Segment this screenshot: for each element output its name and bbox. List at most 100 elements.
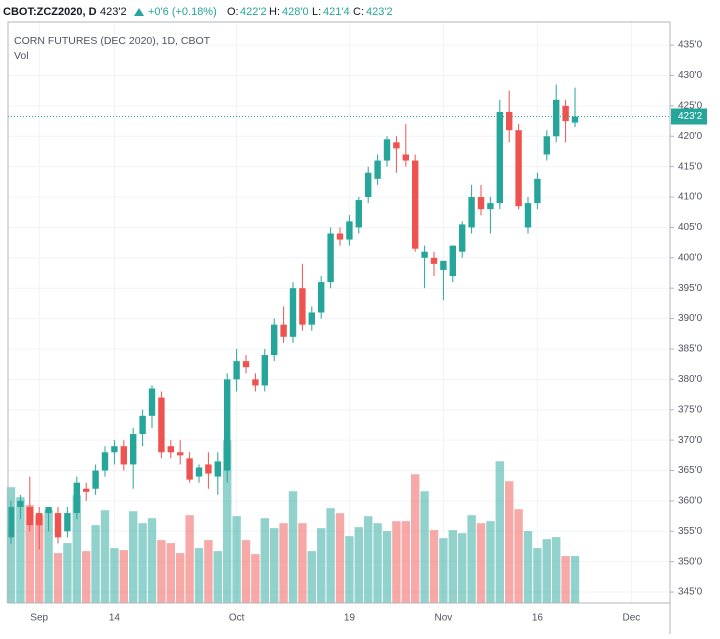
candle-body bbox=[242, 361, 250, 368]
candle-body bbox=[101, 452, 109, 471]
candle-body bbox=[374, 160, 381, 179]
x-tick-label: Sep bbox=[30, 613, 48, 624]
y-tick-label: 345'0 bbox=[678, 587, 703, 598]
x-tick-label: 19 bbox=[344, 613, 356, 624]
candle-body bbox=[205, 464, 212, 474]
volume-bar bbox=[251, 554, 260, 603]
last-price: 423'2 bbox=[100, 6, 127, 18]
volume-bar bbox=[157, 540, 166, 603]
low-value: 421'4 bbox=[323, 6, 350, 18]
volume-bar bbox=[448, 530, 457, 603]
candle-body bbox=[477, 197, 485, 210]
y-tick-label: 410'0 bbox=[678, 192, 703, 203]
y-tick-label: 425'0 bbox=[678, 101, 703, 112]
volume-bar bbox=[429, 530, 439, 603]
candle-body bbox=[440, 260, 447, 270]
candle-body bbox=[177, 452, 184, 456]
y-tick-label: 365'0 bbox=[678, 465, 703, 476]
volume-bar bbox=[176, 553, 185, 603]
volume-bar bbox=[411, 474, 420, 603]
volume-bar bbox=[335, 513, 345, 603]
volume-label: Vol bbox=[14, 50, 29, 62]
candle-body bbox=[45, 506, 52, 514]
candle-body bbox=[524, 203, 532, 228]
candle-body bbox=[195, 467, 203, 477]
candle-body bbox=[17, 500, 24, 507]
candle-body bbox=[167, 446, 174, 453]
change: +0'6 (+0.18%) bbox=[148, 6, 217, 18]
volume-bar bbox=[514, 509, 523, 603]
volume-bar bbox=[392, 521, 401, 603]
candle-body bbox=[186, 458, 193, 480]
volume-bar bbox=[213, 551, 222, 603]
candle-body bbox=[365, 172, 372, 198]
volume-bar bbox=[354, 527, 363, 603]
volume-bar bbox=[260, 518, 269, 603]
volume-bar bbox=[279, 523, 288, 603]
candle-body bbox=[421, 251, 428, 258]
volume-bar bbox=[458, 533, 467, 603]
candle-body bbox=[383, 139, 391, 161]
volume-bar bbox=[72, 495, 81, 603]
volume-bar bbox=[166, 543, 175, 603]
volume-bars bbox=[6, 440, 580, 603]
volume-bar bbox=[364, 516, 373, 603]
candle-body bbox=[515, 130, 522, 207]
header: CBOT:ZCZ2020, D 423'2 +0'6 (+0.18%) O: 4… bbox=[3, 6, 393, 18]
volume-bar bbox=[63, 543, 72, 603]
volume-bar bbox=[533, 548, 542, 603]
volume-bar bbox=[44, 510, 53, 603]
candle-body bbox=[92, 470, 99, 489]
candle-body bbox=[120, 446, 127, 465]
y-tick-label: 355'0 bbox=[678, 526, 703, 537]
volume-bar bbox=[35, 515, 44, 603]
volume-bar bbox=[382, 531, 392, 603]
x-tick-label: 16 bbox=[532, 613, 544, 624]
y-tick-label: 435'0 bbox=[678, 40, 703, 51]
y-tick-label: 350'0 bbox=[678, 556, 703, 567]
volume-bar bbox=[345, 536, 354, 603]
candle-body bbox=[459, 224, 466, 252]
volume-bar bbox=[232, 516, 241, 603]
volume-bar bbox=[476, 523, 486, 603]
candle-body bbox=[271, 324, 278, 356]
candle-body bbox=[468, 197, 475, 228]
y-tick-label: 400'0 bbox=[678, 252, 703, 263]
volume-bar bbox=[523, 531, 533, 603]
candle-body bbox=[73, 482, 80, 514]
volume-bar bbox=[138, 523, 147, 603]
close-prefix: C: bbox=[353, 6, 364, 18]
volume-bar bbox=[53, 553, 63, 603]
y-tick-label: 405'0 bbox=[678, 222, 703, 233]
volume-bar bbox=[561, 556, 570, 603]
open-value: 422'2 bbox=[240, 6, 267, 18]
candle-body bbox=[412, 160, 419, 249]
volume-bar bbox=[110, 548, 119, 603]
y-tick-label: 385'0 bbox=[678, 344, 703, 355]
volume-bar bbox=[420, 491, 429, 603]
volume-bar bbox=[298, 523, 307, 603]
volume-bar bbox=[326, 508, 335, 603]
x-tick-label: Oct bbox=[229, 613, 245, 624]
axes: 345'0 350'0 355'0 360'0 365'0 370'0 375'0 380'0… bbox=[8, 40, 707, 624]
candle-body bbox=[449, 245, 456, 277]
candle-body bbox=[553, 99, 560, 137]
candle-body bbox=[506, 111, 513, 131]
candle-body bbox=[430, 257, 438, 264]
candle-body bbox=[562, 105, 569, 122]
high-prefix: H: bbox=[269, 6, 280, 18]
volume-bar bbox=[486, 521, 495, 603]
candle-body bbox=[318, 282, 325, 313]
volume-bar bbox=[91, 525, 100, 603]
x-tick-label: Nov bbox=[435, 613, 453, 624]
candle-body bbox=[402, 154, 409, 161]
candle-body bbox=[54, 513, 62, 538]
candle-body bbox=[83, 488, 90, 492]
volume-bar bbox=[223, 440, 232, 603]
volume-bar bbox=[270, 528, 279, 603]
candle-body bbox=[130, 434, 137, 465]
last-price-label: 423'2 bbox=[678, 111, 703, 122]
low-prefix: L: bbox=[312, 6, 321, 18]
y-tick-label: 390'0 bbox=[678, 313, 703, 324]
